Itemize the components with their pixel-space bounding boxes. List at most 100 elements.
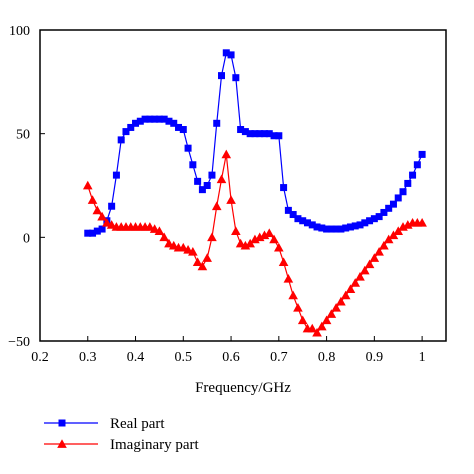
data-point (218, 72, 226, 80)
data-point (265, 130, 273, 138)
series-line (87, 51, 423, 234)
data-point (245, 238, 255, 248)
data-point (275, 132, 283, 140)
data-point (284, 206, 292, 214)
data-point (89, 229, 97, 237)
data-point (283, 274, 294, 283)
y-tick-label: 50 (16, 128, 30, 143)
data-point (197, 261, 208, 271)
data-point (237, 126, 245, 134)
series-line (87, 154, 423, 334)
data-point (269, 234, 279, 244)
data-point (184, 144, 192, 152)
y-tick-label: 0 (23, 231, 30, 246)
data-point (216, 174, 227, 184)
x-axis: 0.2 0.3 0.4 0.5 0.6 0.7 0.8 0.9 1 (31, 336, 426, 365)
data-point (231, 226, 241, 235)
data-point (351, 222, 359, 230)
data-point (278, 257, 289, 267)
data-point (417, 218, 427, 227)
y-tick-label: 100 (9, 24, 30, 39)
legend-item: Imaginary part (44, 437, 200, 453)
data-point (179, 126, 187, 134)
data-point (355, 271, 365, 281)
data-point (188, 247, 198, 256)
data-point (336, 296, 346, 306)
legend-label: Imaginary part (110, 437, 200, 453)
data-point (232, 74, 240, 82)
data-point (404, 179, 412, 187)
x-tick-label: 0.2 (31, 350, 49, 365)
data-point (383, 234, 394, 244)
legend-label: Real part (110, 416, 165, 432)
data-point (264, 228, 275, 238)
data-point (293, 303, 303, 312)
x-tick-label: 0.3 (79, 350, 97, 365)
data-point (303, 219, 311, 227)
data-point (146, 115, 154, 123)
data-point (360, 265, 370, 275)
data-point (388, 230, 399, 240)
data-point (270, 132, 278, 140)
data-point (288, 290, 298, 300)
data-point (374, 247, 384, 256)
data-point (326, 309, 337, 318)
data-point (323, 225, 331, 233)
data-point (312, 327, 322, 337)
data-point (117, 136, 125, 144)
data-point (366, 217, 374, 225)
data-point (226, 195, 236, 204)
data-point (155, 115, 163, 123)
data-point (399, 188, 407, 196)
x-tick-label: 0.6 (222, 350, 240, 365)
data-point (280, 184, 288, 192)
plot-frame (39, 29, 447, 342)
data-point (356, 221, 364, 229)
data-point (192, 257, 203, 267)
data-point (337, 225, 345, 233)
data-point (299, 217, 307, 225)
data-point (221, 149, 232, 159)
data-point (409, 171, 417, 179)
data-point (331, 303, 341, 312)
plot-area (39, 29, 447, 342)
data-point (194, 177, 202, 185)
data-point (294, 215, 302, 223)
data-point (393, 226, 404, 235)
data-point (370, 215, 378, 223)
data-point (170, 119, 178, 127)
data-point (211, 201, 222, 211)
data-point (213, 119, 221, 127)
y-axis: 100 50 0 −50 (8, 24, 45, 350)
x-tick-label: 0.5 (175, 350, 193, 365)
data-point (207, 232, 217, 242)
data-point (321, 315, 332, 325)
data-point (127, 123, 135, 131)
data-point (342, 224, 350, 232)
data-point (222, 49, 230, 57)
data-point (394, 194, 402, 202)
data-point (122, 128, 130, 136)
data-point (379, 240, 389, 250)
data-point (141, 115, 149, 123)
x-tick-label: 0.8 (318, 350, 336, 365)
data-point (317, 321, 327, 331)
data-point (112, 171, 120, 179)
data-point (361, 219, 369, 227)
series-imaginary-part (82, 149, 427, 337)
x-axis-title: Frequency/GHz (195, 380, 291, 396)
data-point (318, 224, 326, 232)
data-point (87, 195, 98, 204)
data-point (160, 115, 168, 123)
data-point (260, 130, 268, 138)
series-layer (82, 49, 427, 337)
data-point (340, 290, 351, 300)
x-tick-label: 0.4 (127, 350, 145, 365)
data-point (251, 130, 259, 138)
data-point (332, 225, 340, 233)
data-point (98, 225, 106, 233)
data-point (380, 208, 388, 216)
data-point (154, 226, 165, 235)
x-tick-label: 0.9 (366, 350, 384, 365)
